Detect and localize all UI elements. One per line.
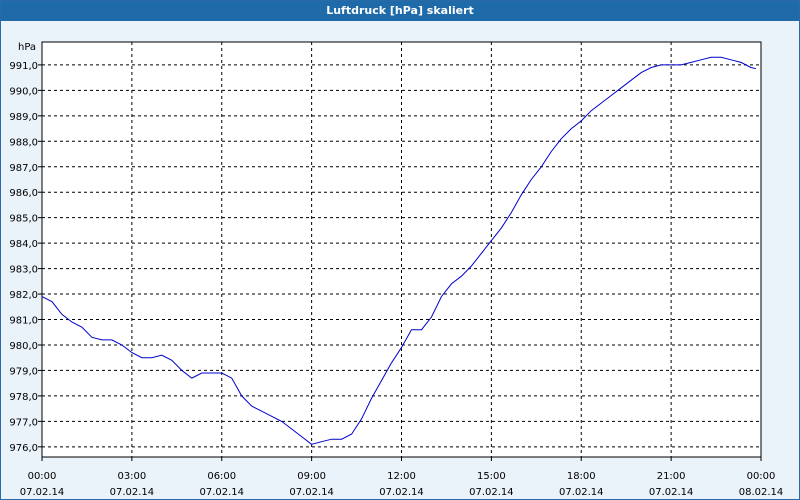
x-tick-date: 07.02.14 [289, 487, 334, 498]
x-tick-date: 08.02.14 [739, 487, 784, 498]
x-tick-date: 07.02.14 [110, 487, 155, 498]
x-tick-date: 07.02.14 [379, 487, 424, 498]
y-tick-label: 982,0 [9, 290, 38, 301]
y-axis-label: hPa [18, 42, 36, 53]
x-tick-time: 21:00 [657, 471, 686, 482]
x-tick-time: 03:00 [117, 471, 146, 482]
chart-title: Luftdruck [hPa] skaliert [1, 1, 799, 21]
y-tick-label: 983,0 [9, 265, 38, 276]
y-tick-label: 984,0 [9, 239, 38, 250]
x-tick-date: 07.02.14 [199, 487, 244, 498]
y-tick-label: 978,0 [9, 392, 38, 403]
y-tick-label: 985,0 [9, 214, 38, 225]
y-tick-label: 976,0 [9, 443, 38, 454]
plot-area [41, 41, 762, 458]
y-tick-label: 977,0 [9, 417, 38, 428]
series-line [41, 56, 757, 445]
y-tick-label: 991,0 [9, 61, 38, 72]
x-tick-date: 07.02.14 [559, 487, 604, 498]
x-tick-time: 15:00 [477, 471, 506, 482]
x-axis-ticks: 00:00 07.02.14 03:00 07.02.14 06:00 07.02.14 0… [20, 457, 784, 498]
y-tick-label: 987,0 [9, 163, 38, 174]
x-tick-date: 07.02.14 [469, 487, 514, 498]
x-tick-time: 12:00 [387, 471, 416, 482]
y-axis-ticks: 976,0 977,0 978,0 979,0 980,0 981,0 982,0 983,0… [9, 61, 42, 454]
y-tick-label: 988,0 [9, 137, 38, 148]
y-tick-label: 981,0 [9, 316, 38, 327]
x-tick-time: 06:00 [207, 471, 236, 482]
x-tick-time: 00:00 [28, 471, 57, 482]
y-tick-label: 979,0 [9, 366, 38, 377]
x-tick-date: 07.02.14 [20, 487, 65, 498]
x-tick-time: 18:00 [567, 471, 596, 482]
y-tick-label: 989,0 [9, 112, 38, 123]
x-tick-time: 00:00 [747, 471, 776, 482]
y-tick-label: 980,0 [9, 341, 38, 352]
x-tick-time: 09:00 [297, 471, 326, 482]
y-tick-label: 990,0 [9, 86, 38, 97]
x-tick-date: 07.02.14 [649, 487, 694, 498]
y-tick-label: 986,0 [9, 188, 38, 199]
